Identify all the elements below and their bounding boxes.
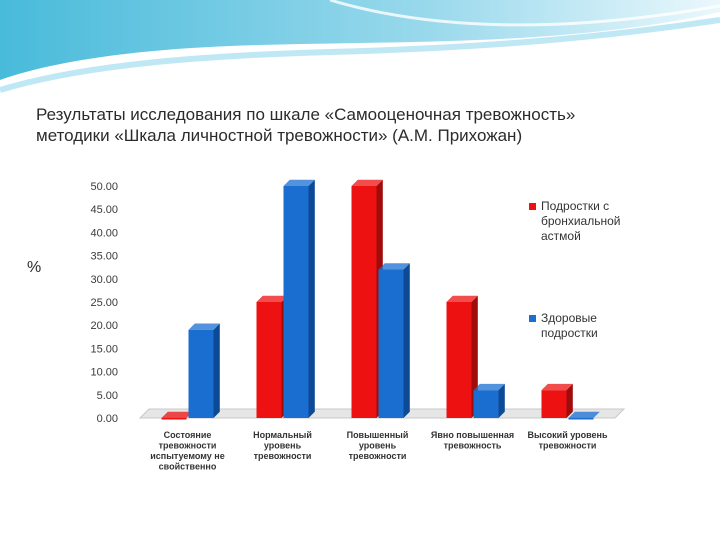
slide-title-line-1: Результаты исследования по шкале «Самооц… <box>36 105 576 124</box>
x-category-label: Явно повышенная тревожность <box>431 430 514 451</box>
y-axis-unit-label: % <box>27 259 42 276</box>
y-tick-label: 40.00 <box>90 227 118 239</box>
y-tick-label: 45.00 <box>90 204 118 216</box>
slide-title: Результаты исследования по шкале «Самооц… <box>36 104 676 146</box>
bar-series-1-1 <box>161 411 193 420</box>
y-tick-label: 0.00 <box>97 413 118 425</box>
y-tick-label: 25.00 <box>90 297 118 309</box>
y-tick-label: 35.00 <box>90 251 118 263</box>
legend-swatch-series-1 <box>529 203 536 210</box>
x-category-label: Состояние тревожности испытуемому не свойст… <box>150 430 224 472</box>
bar-series-1-2 <box>256 295 288 418</box>
bar-series-1-4 <box>446 295 478 418</box>
y-tick-label: 15.00 <box>90 343 118 355</box>
slide-title-line-2: методики «Шкала личностной тревожности» … <box>36 126 523 145</box>
bar-series-2-1 <box>188 323 220 418</box>
bar-series-1-3 <box>351 179 383 418</box>
y-tick-label: 10.00 <box>90 367 118 379</box>
y-tick-label: 50.00 <box>90 181 118 193</box>
y-tick-label: 30.00 <box>90 274 118 286</box>
y-tick-label: 5.00 <box>97 390 118 402</box>
x-category-label: Повышенный уровень тревожности <box>347 430 409 461</box>
bar-series-1-5 <box>541 383 573 418</box>
bar-series-2-2 <box>283 179 315 418</box>
x-category-label: Нормальный уровень тревожности <box>253 430 312 461</box>
bar-series-2-5 <box>568 411 600 420</box>
bar-series-2-3 <box>378 263 410 418</box>
x-category-label: Высокий уровень тревожности <box>527 430 607 451</box>
legend-swatch-series-2 <box>529 315 536 322</box>
legend-label-series-2: Здоровые подростки <box>541 311 598 340</box>
bar-series-2-4 <box>473 383 505 418</box>
legend-label-series-1: Подростки с бронхиальной астмой <box>541 199 620 243</box>
y-tick-label: 20.00 <box>90 320 118 332</box>
